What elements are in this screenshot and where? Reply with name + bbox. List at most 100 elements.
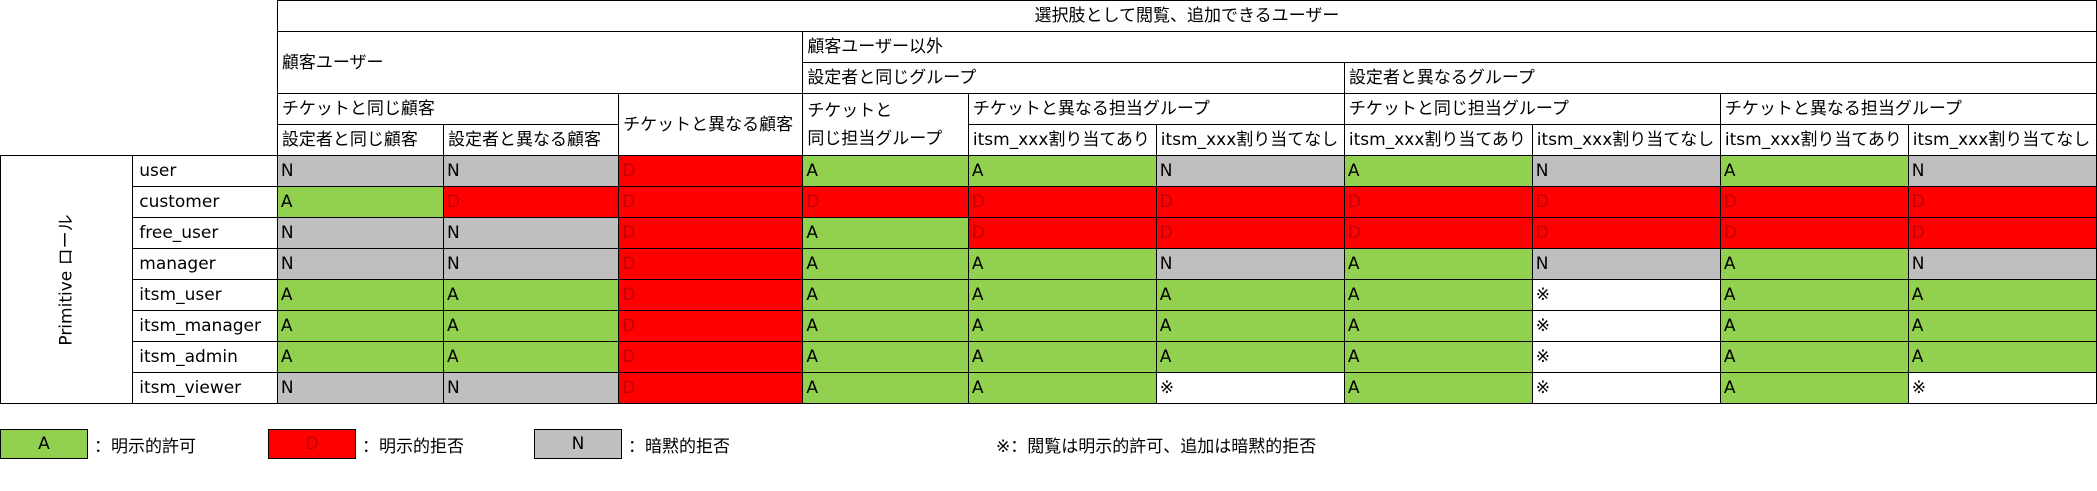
permission-cell: D [442, 186, 620, 218]
permission-cell: A [1907, 279, 2097, 311]
permission-cell: ※ [1155, 372, 1345, 404]
permission-cell: N [1531, 248, 1721, 280]
permission-cell: A [802, 217, 969, 249]
group-header-customer: 顧客ユーザー [276, 31, 804, 94]
col-header-assigned-2: itsm_xxx割り当てあり [1343, 124, 1533, 156]
row-group-label: Primitive ロール [0, 155, 134, 404]
permission-cell: A [1719, 310, 1909, 342]
permission-cell: A [967, 279, 1157, 311]
permission-cell: A [1155, 279, 1345, 311]
subheader-same-assign-group-ticket: チケットと同じ担当グループ [802, 93, 969, 156]
legend-swatch-allow: A [0, 429, 88, 459]
role-name: itsm_manager [132, 310, 278, 342]
permission-cell: N [1155, 155, 1345, 187]
col-header-same-as-setter: 設定者と同じ顧客 [276, 124, 445, 156]
legend: A ：明示的許可 D ：明示的拒否 N ：暗黙的拒否 ※：閲覧は明示的許可、追加… [0, 428, 2097, 462]
permission-cell: A [802, 279, 969, 311]
table-row: itsm_user A A D A A A A ※ A A [1, 279, 2097, 311]
permission-cell: D [618, 341, 804, 373]
permission-cell: A [1155, 310, 1345, 342]
subheader-line-1: チケットと [807, 100, 893, 121]
role-name: user [132, 155, 278, 187]
col-header-assigned-3: itsm_xxx割り当てあり [1719, 124, 1909, 156]
permission-cell: A [802, 341, 969, 373]
legend-note: ※：閲覧は明示的許可、追加は暗黙的拒否 [996, 436, 1317, 457]
permission-cell: D [967, 217, 1157, 249]
permission-cell: D [1719, 217, 1909, 249]
role-name: customer [132, 186, 278, 218]
permission-cell: ※ [1531, 310, 1721, 342]
permission-cell: A [1343, 155, 1533, 187]
permission-cell: D [1531, 186, 1721, 218]
permission-cell: N [442, 372, 620, 404]
subheader-same-customer: チケットと同じ顧客 [276, 93, 620, 125]
permission-cell: A [1155, 341, 1345, 373]
role-name: free_user [132, 217, 278, 249]
legend-item-deny: D ：明示的拒否 [268, 428, 464, 460]
permission-cell: N [1907, 155, 2097, 187]
permission-cell: D [618, 217, 804, 249]
permission-cell: ※ [1531, 279, 1721, 311]
permission-cell: D [967, 186, 1157, 218]
corner-blank [1, 63, 278, 94]
col-header-unassigned-2: itsm_xxx割り当てなし [1531, 124, 1721, 156]
permission-cell: A [1719, 155, 1909, 187]
permission-cell: A [442, 310, 620, 342]
permission-cell: A [276, 186, 445, 218]
permission-cell: A [276, 279, 445, 311]
role-name: itsm_user [132, 279, 278, 311]
permission-cell: D [1155, 186, 1345, 218]
permission-cell: A [1907, 310, 2097, 342]
permission-cell: D [1719, 186, 1909, 218]
permission-cell: D [1343, 217, 1533, 249]
permission-cell: D [802, 186, 969, 218]
permission-cell: A [967, 248, 1157, 280]
group-header-same-group: 設定者と同じグループ [802, 62, 1345, 94]
permission-cell: D [1907, 217, 2097, 249]
row-group-label-text: Primitive ロール [56, 213, 77, 346]
permission-cell: N [1531, 155, 1721, 187]
role-name: itsm_viewer [132, 372, 278, 404]
table-row: itsm_admin A A D A A A A ※ A A [1, 341, 2097, 373]
subheader-diff-customer: チケットと異なる顧客 [618, 93, 804, 156]
permission-matrix: 選択肢として閲覧、追加できるユーザー 顧客ユーザー 顧客ユーザー以外 設定者と同… [0, 0, 2097, 404]
permission-cell: D [618, 279, 804, 311]
permission-cell: D [618, 248, 804, 280]
group-header-diff-group: 設定者と異なるグループ [1343, 62, 2097, 94]
permission-cell: D [1155, 217, 1345, 249]
permission-cell: A [1343, 279, 1533, 311]
permission-cell: A [1343, 372, 1533, 404]
col-header-diff-from-setter: 設定者と異なる顧客 [442, 124, 620, 156]
permission-cell: D [618, 155, 804, 187]
permission-cell: A [442, 279, 620, 311]
table-row: Primitive ロール user N N D A A N A N A N [0, 155, 2097, 404]
table-row: manager N N D A A N A N A N [1, 248, 2097, 280]
subheader-diff-assign-group: チケットと異なる担当グループ [967, 93, 1345, 125]
permission-cell: A [1907, 341, 2097, 373]
role-name: itsm_admin [132, 341, 278, 373]
legend-item-implicit-deny: N ：暗黙的拒否 [534, 428, 730, 460]
col-header-unassigned-1: itsm_xxx割り当てなし [1155, 124, 1345, 156]
permission-cell: D [1343, 186, 1533, 218]
permission-cell: N [442, 217, 620, 249]
permission-cell: A [802, 372, 969, 404]
legend-item-note: ※：閲覧は明示的許可、追加は暗黙的拒否 [996, 428, 1316, 460]
permission-cell: A [802, 155, 969, 187]
permission-cell: A [1719, 248, 1909, 280]
permission-cell: A [276, 341, 445, 373]
role-name: manager [132, 248, 278, 280]
permission-cell: D [618, 372, 804, 404]
permission-cell: N [276, 248, 445, 280]
permission-cell: A [967, 310, 1157, 342]
subheader-diff-assign-group-2: チケットと異なる担当グループ [1719, 93, 2097, 125]
permission-cell: A [1719, 279, 1909, 311]
subheader-same-assign-group: チケットと同じ担当グループ [1343, 93, 1721, 125]
subheader-line-2: 同じ担当グループ [807, 128, 943, 149]
permission-cell: A [967, 155, 1157, 187]
permission-cell: A [1719, 341, 1909, 373]
table-row: customer A D D D D D D D D D [1, 186, 2097, 218]
corner-blank [1, 125, 278, 156]
corner-blank [1, 94, 278, 125]
permission-cell: A [1343, 341, 1533, 373]
permission-cell: A [1719, 372, 1909, 404]
